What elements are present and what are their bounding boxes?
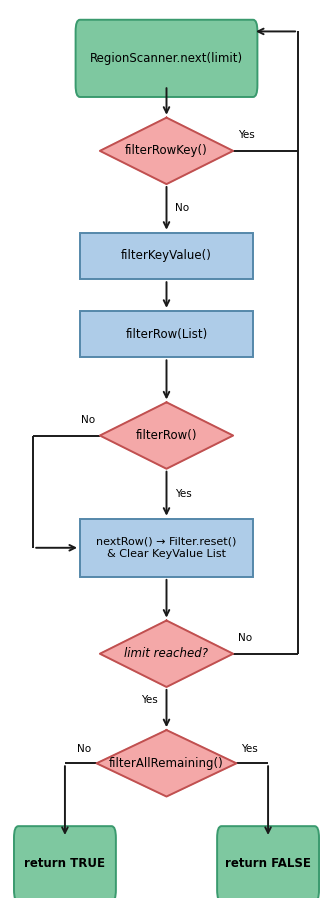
Text: filterRow(List): filterRow(List) xyxy=(126,328,207,340)
Text: return FALSE: return FALSE xyxy=(225,858,311,870)
Text: nextRow() → Filter.reset()
& Clear KeyValue List: nextRow() → Filter.reset() & Clear KeyVa… xyxy=(96,537,237,559)
Text: Yes: Yes xyxy=(175,489,191,498)
FancyBboxPatch shape xyxy=(80,233,253,279)
Text: No: No xyxy=(78,744,92,754)
Text: filterKeyValue(): filterKeyValue() xyxy=(121,250,212,262)
Text: limit reached?: limit reached? xyxy=(125,647,208,660)
Polygon shape xyxy=(97,730,236,797)
FancyBboxPatch shape xyxy=(80,519,253,577)
Text: No: No xyxy=(81,415,95,425)
Text: filterRowKey(): filterRowKey() xyxy=(125,145,208,157)
Text: RegionScanner.next(limit): RegionScanner.next(limit) xyxy=(90,52,243,65)
Text: No: No xyxy=(175,203,189,214)
Text: No: No xyxy=(238,633,252,643)
Text: Yes: Yes xyxy=(142,694,158,705)
Polygon shape xyxy=(100,118,233,184)
Polygon shape xyxy=(100,621,233,687)
FancyBboxPatch shape xyxy=(14,826,116,898)
Text: return TRUE: return TRUE xyxy=(24,858,106,870)
Text: Yes: Yes xyxy=(241,744,258,754)
FancyBboxPatch shape xyxy=(80,311,253,357)
FancyBboxPatch shape xyxy=(76,20,257,97)
FancyBboxPatch shape xyxy=(217,826,319,898)
Polygon shape xyxy=(100,402,233,469)
Text: Yes: Yes xyxy=(238,130,255,140)
Text: filterRow(): filterRow() xyxy=(136,429,197,442)
Text: filterAllRemaining(): filterAllRemaining() xyxy=(109,757,224,770)
